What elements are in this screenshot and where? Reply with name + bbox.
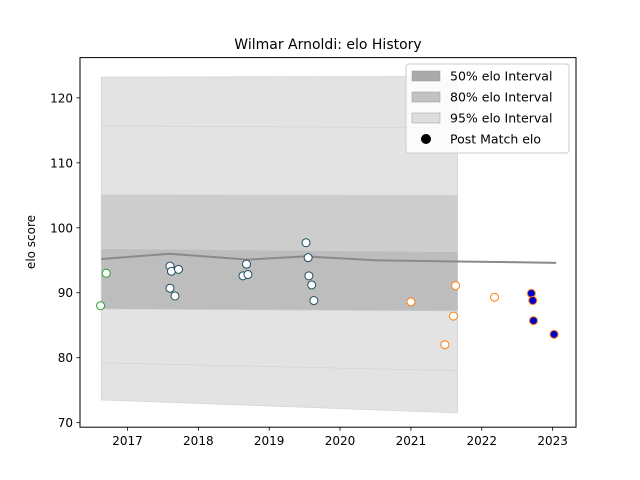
y-tick-label: 90 bbox=[58, 286, 73, 300]
x-tick-label: 2018 bbox=[183, 434, 214, 448]
data-point bbox=[451, 281, 461, 291]
data-point bbox=[301, 238, 311, 248]
y-tick-label: 120 bbox=[50, 91, 73, 105]
legend-label: Post Match elo bbox=[450, 132, 541, 147]
data-point bbox=[173, 264, 183, 274]
interval-band bbox=[100, 248, 458, 312]
x-tick-label: 2020 bbox=[325, 434, 356, 448]
legend-swatch bbox=[411, 112, 441, 124]
mean-elo-path bbox=[101, 252, 557, 264]
legend-label: 95% elo Interval bbox=[450, 111, 552, 126]
x-axis-ticks: 2017 2018 2019 2020 2021 2022 2023 bbox=[112, 427, 568, 448]
y-axis-label: elo score bbox=[24, 215, 38, 269]
data-point bbox=[528, 316, 538, 326]
y-axis-ticks: 70 80 90 100 110 120 bbox=[50, 91, 80, 430]
mean-elo-line bbox=[101, 252, 557, 264]
legend-marker bbox=[421, 134, 431, 144]
interval-bands bbox=[100, 76, 458, 414]
data-point bbox=[528, 296, 538, 306]
legend-swatch bbox=[411, 91, 441, 103]
y-tick-label: 70 bbox=[58, 416, 73, 430]
y-tick-label: 80 bbox=[58, 351, 73, 365]
x-tick-label: 2019 bbox=[254, 434, 285, 448]
data-point bbox=[406, 297, 416, 307]
data-point bbox=[490, 292, 500, 302]
legend-box bbox=[405, 63, 570, 154]
data-point bbox=[307, 280, 317, 290]
legend-label: 80% elo Interval bbox=[450, 90, 552, 105]
data-point bbox=[243, 270, 253, 280]
data-point bbox=[242, 259, 252, 269]
legend: 50% elo Interval 80% elo Interval 95% elo … bbox=[405, 63, 570, 154]
data-point bbox=[96, 301, 106, 311]
plot-frame bbox=[79, 57, 577, 428]
legend-swatch bbox=[411, 70, 441, 82]
y-tick-label: 110 bbox=[50, 156, 73, 170]
data-point bbox=[170, 291, 180, 301]
x-tick-label: 2022 bbox=[466, 434, 497, 448]
data-point bbox=[303, 253, 313, 263]
x-tick-label: 2021 bbox=[396, 434, 427, 448]
data-point bbox=[549, 329, 559, 339]
chart-title: Wilmar Arnoldi: elo History bbox=[234, 37, 421, 53]
data-point bbox=[101, 268, 111, 278]
data-point bbox=[165, 283, 175, 293]
data-point bbox=[304, 271, 314, 281]
x-tick-label: 2017 bbox=[112, 434, 143, 448]
legend-label: 50% elo Interval bbox=[450, 69, 552, 84]
x-tick-label: 2023 bbox=[537, 434, 568, 448]
data-point bbox=[440, 340, 450, 350]
y-tick-label: 100 bbox=[50, 221, 73, 235]
data-point bbox=[448, 311, 458, 321]
post-match-points bbox=[96, 238, 559, 350]
data-point bbox=[309, 296, 319, 306]
data-point bbox=[526, 288, 536, 298]
